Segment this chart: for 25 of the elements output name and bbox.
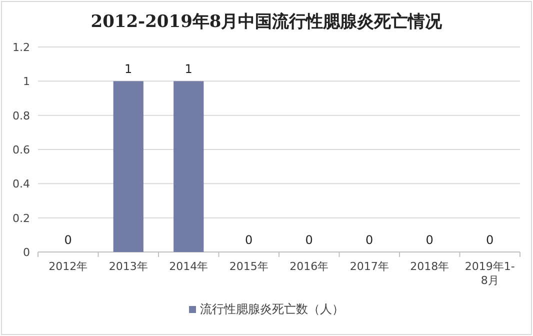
x-tick-label: 2014年 (168, 260, 210, 274)
y-tick-label: 1 (23, 75, 30, 88)
x-tick-label: 2019年1-8月 (464, 260, 516, 288)
data-label: 0 (64, 233, 72, 247)
y-tick-label: 0.2 (12, 212, 30, 225)
data-label: 0 (366, 233, 374, 247)
x-tick-label: 2018年 (409, 260, 450, 274)
x-tick-label: 2016年 (288, 260, 330, 274)
data-label: 0 (305, 233, 313, 247)
y-tick-label: 0.6 (12, 144, 30, 156)
y-tick-label: 0.4 (12, 178, 30, 191)
chart-title: 2012-2019年8月中国流行性腮腺炎死亡情况 (90, 12, 444, 32)
data-label: 0 (426, 233, 434, 247)
data-label: 1 (184, 62, 192, 76)
data-label: 0 (245, 233, 253, 247)
y-tick-label: 1.2 (12, 41, 30, 54)
data-label: 1 (124, 62, 132, 76)
data-label: 0 (486, 233, 494, 247)
y-tick-label: 0 (23, 246, 30, 259)
x-tick-label: 2012年 (48, 260, 89, 274)
legend-label: 流行性腮腺炎死亡数（人） (200, 301, 344, 318)
x-tick-label: 2017年 (348, 260, 390, 274)
y-tick-label: 0.8 (12, 109, 30, 122)
x-tick-label: 2013年 (108, 260, 149, 274)
x-tick-label: 2015年 (228, 260, 270, 274)
